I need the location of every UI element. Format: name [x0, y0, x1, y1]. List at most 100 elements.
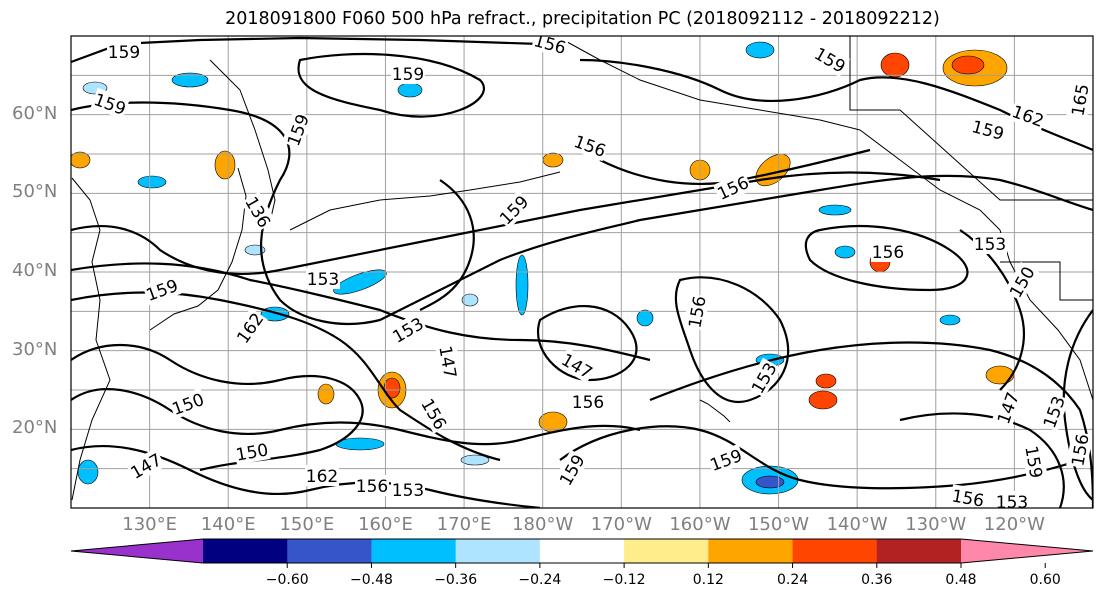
contour-label-background — [391, 479, 425, 500]
contour-line — [674, 276, 790, 403]
contour-line — [71, 388, 641, 446]
contour-label-background — [1021, 443, 1048, 481]
contour-label-background — [435, 343, 462, 381]
precip-blob — [214, 150, 236, 180]
contour-line — [649, 341, 1093, 508]
contour-label-background — [712, 170, 753, 205]
contour-label: 156 — [1068, 432, 1093, 467]
precip-blob — [815, 373, 837, 389]
precip-blob — [939, 314, 961, 326]
refractivity-contours — [71, 36, 1093, 508]
contour-label-background — [125, 447, 166, 484]
colorbar-tick-label: 0.48 — [945, 572, 977, 588]
map-title: 2018091800 F060 500 hPa refract., precip… — [225, 9, 940, 29]
colorbar-tick-label: −0.60 — [265, 572, 309, 588]
longitude-label: 150°E — [279, 514, 335, 535]
coastline-hawaii — [699, 399, 731, 423]
precip-blob — [515, 254, 529, 316]
contour-label: 156 — [572, 393, 604, 413]
precip-blob — [461, 293, 479, 307]
colorbar-segment — [876, 539, 962, 563]
longitude-label: 130°E — [122, 514, 177, 535]
precip-blob — [77, 459, 99, 485]
latitude-label: 60°N — [12, 102, 58, 124]
precip-blob — [636, 309, 654, 327]
colorbar-segment — [371, 539, 457, 563]
contour-label-background — [281, 110, 314, 150]
longitude-label: 160°E — [358, 514, 413, 535]
latitude-label: 40°N — [12, 260, 58, 281]
colorbar-tick-label: 0.24 — [776, 572, 809, 588]
latitude-label: 30°N — [12, 338, 58, 360]
contour-label-background — [416, 393, 453, 434]
longitude-label: 160°W — [669, 514, 731, 535]
contour-line — [71, 262, 651, 362]
precip-blob — [383, 377, 401, 399]
precip-blob — [171, 72, 209, 88]
contour-label-background — [1008, 99, 1048, 132]
longitude-label: 120°W — [983, 514, 1045, 535]
colorbar-tick-label: 0.36 — [861, 572, 893, 588]
contour-label-background — [233, 438, 271, 465]
precip-blob — [880, 52, 910, 78]
contour-label-background — [355, 475, 389, 496]
colorbar-extend-low — [71, 539, 203, 563]
precip-blob — [542, 152, 564, 168]
contour-label-background — [1037, 392, 1070, 432]
contour-label-background — [1066, 81, 1093, 119]
coastline-kamchatka — [209, 59, 276, 223]
colorbar-tick-label: 0.12 — [692, 572, 724, 588]
contour-label: 162 — [306, 467, 338, 487]
colorbar-outline — [70, 538, 1094, 564]
contour-label: 156 — [872, 243, 904, 263]
contour-label: 159 — [392, 65, 424, 85]
contour-line — [419, 179, 475, 311]
contour-label: 165 — [1068, 82, 1093, 117]
colorbar-tick-label: −0.48 — [349, 572, 393, 588]
precip-blob — [137, 175, 167, 189]
contour-line — [71, 101, 1093, 326]
contour-label-background — [90, 87, 130, 120]
border-us-mexico — [1000, 261, 1093, 301]
contour-label-background — [706, 443, 746, 476]
coastline-north-america — [999, 229, 1093, 401]
precip-blob — [460, 454, 490, 466]
contour-label-background — [494, 190, 534, 230]
contour-label: 153 — [996, 493, 1028, 513]
longitude-label: 150°W — [747, 514, 810, 535]
precip-blob — [985, 365, 1015, 385]
colorbar-segment — [624, 539, 709, 563]
contour-label-background — [810, 41, 851, 78]
contour-line — [71, 344, 364, 472]
colorbar-tick-label: −0.12 — [602, 572, 646, 588]
contour-label-background — [240, 191, 277, 232]
colorbar-tick-label: −0.24 — [518, 572, 562, 588]
precip-blob — [834, 245, 856, 259]
coastlines — [71, 36, 1093, 501]
precip-blob — [808, 390, 838, 410]
colorbar-segment — [792, 539, 878, 563]
contour-label-background — [107, 41, 141, 62]
precip-blob — [745, 41, 775, 59]
longitude-label: 130°W — [905, 514, 967, 535]
contour-line — [71, 171, 941, 276]
contour-label: 156 — [356, 477, 388, 497]
contour-label-background — [571, 391, 605, 412]
colorbar-tick-label: 0.60 — [1029, 572, 1061, 588]
precip-blob — [397, 82, 423, 98]
contour-label-background — [231, 307, 268, 348]
contour-label-background — [1066, 431, 1093, 469]
contour-label-background — [871, 241, 905, 262]
coastline-asia — [71, 177, 111, 501]
longitude-label: 180°W — [512, 514, 574, 535]
contour-label-background — [305, 465, 339, 486]
colorbar-extend-high — [961, 539, 1093, 563]
longitude-label: 140°W — [826, 514, 888, 535]
contour-label-background — [683, 293, 710, 331]
contour-label: 156 — [950, 486, 985, 511]
colorbar-segment — [203, 539, 288, 563]
contour-label: 153 — [974, 235, 1006, 255]
latitude-label: 20°N — [12, 417, 58, 439]
colorbar — [70, 538, 1094, 568]
